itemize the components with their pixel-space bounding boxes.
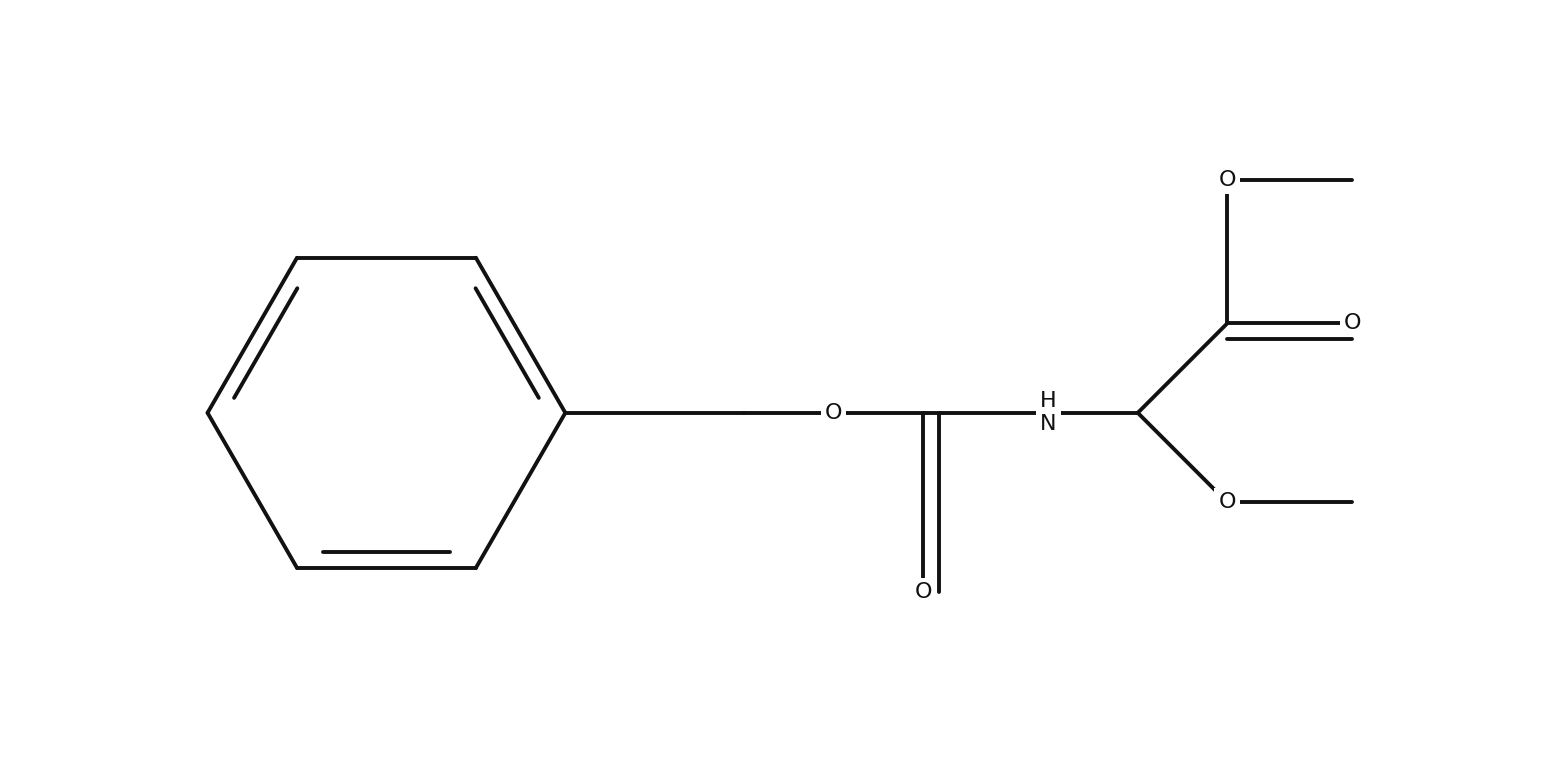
Text: O: O <box>1218 493 1236 513</box>
Text: O: O <box>1218 171 1236 190</box>
Text: H
N: H N <box>1041 391 1056 435</box>
Text: O: O <box>1343 313 1362 334</box>
Text: O: O <box>914 582 931 601</box>
Text: O: O <box>825 403 842 423</box>
